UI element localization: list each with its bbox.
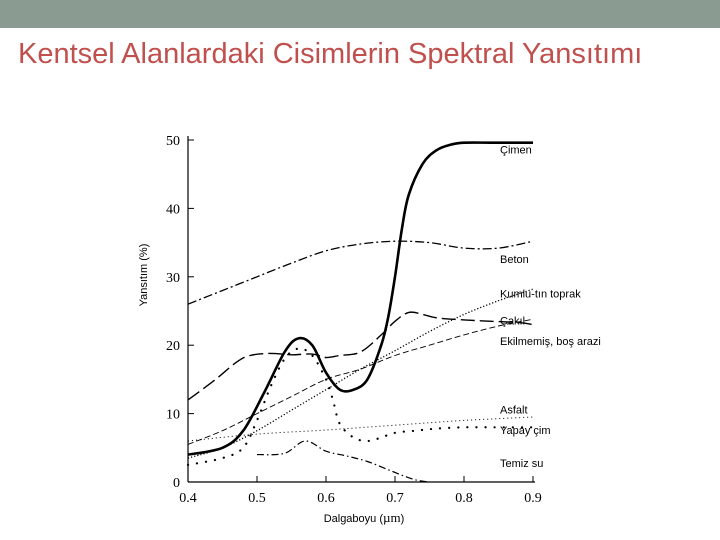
series-line-6 bbox=[186, 347, 535, 466]
x-tick-label: 0.7 bbox=[386, 491, 404, 506]
series-label-0: Çimen bbox=[500, 145, 532, 157]
x-tick-label: 0.8 bbox=[455, 491, 473, 506]
x-tick-label: 0.5 bbox=[248, 491, 266, 506]
x-axis-label: Dalgaboyu (µm) bbox=[324, 510, 405, 525]
y-tick-label: 0 bbox=[173, 476, 180, 491]
series-line-4 bbox=[187, 318, 534, 445]
chart-series-labels: Çimen Beton Kumlu-tın toprak Çakıl Ekilmemiş… bbox=[500, 145, 601, 470]
y-tick-label: 50 bbox=[166, 134, 180, 149]
y-tick-label: 40 bbox=[166, 202, 180, 217]
series-label-1: Beton bbox=[500, 254, 529, 266]
y-tick-label: 20 bbox=[166, 339, 180, 354]
y-axis-label: Yansıtım (%) bbox=[138, 244, 150, 307]
series-label-5: Asfalt bbox=[500, 405, 528, 417]
x-axis-label-suffix: ) bbox=[401, 513, 405, 525]
series-label-2: Kumlu-tın toprak bbox=[500, 288, 581, 300]
x-tick-label: 0.6 bbox=[317, 491, 335, 506]
series-line-7 bbox=[256, 440, 430, 483]
series-line-0 bbox=[187, 141, 533, 456]
series-label-6: Yapay çim bbox=[500, 425, 551, 437]
x-tick-label: 0.9 bbox=[524, 491, 542, 506]
series-line-2 bbox=[187, 288, 534, 459]
series-label-3: Çakıl bbox=[500, 316, 525, 328]
x-axis-label-prefix: Dalgaboyu ( bbox=[324, 513, 384, 525]
slide-title: Kentsel Alanlardaki Cisimlerin Spektral … bbox=[18, 38, 643, 70]
series-label-4: Ekilmemiş, boş arazi bbox=[500, 336, 601, 348]
chart-series bbox=[186, 141, 535, 483]
y-tick-label: 30 bbox=[166, 271, 180, 286]
slide-top-bar bbox=[0, 0, 720, 28]
x-tick-label: 0.4 bbox=[179, 491, 197, 506]
x-axis-label-unit: µm bbox=[383, 510, 401, 525]
spectral-reflectance-chart: 0 10 20 30 40 50 0.4 0.5 0.6 0.7 0.8 0.9 Çimen Beton… bbox=[138, 134, 601, 525]
series-label-7: Temiz su bbox=[500, 458, 543, 470]
series-line-5 bbox=[187, 416, 534, 442]
chart-axes: 0 10 20 30 40 50 0.4 0.5 0.6 0.7 0.8 0.9 bbox=[166, 134, 542, 506]
series-line-1 bbox=[187, 240, 534, 305]
y-tick-label: 10 bbox=[166, 408, 180, 423]
series-line-3 bbox=[187, 311, 534, 401]
